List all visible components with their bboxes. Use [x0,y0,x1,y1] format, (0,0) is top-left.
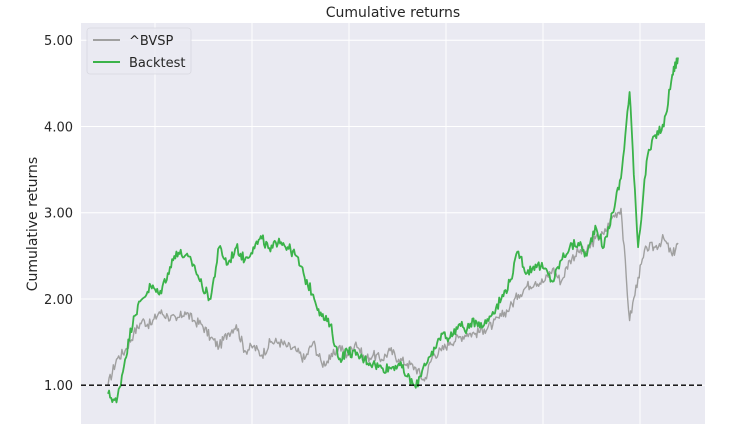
series-layer [107,57,679,404]
chart-title: Cumulative returns [326,5,460,21]
legend-label-backtest: Backtest [129,56,186,71]
plot-area [81,23,705,424]
series-line-backtest [107,57,679,404]
y-axis-label: Cumulative returns [25,157,41,291]
y-tick-label: 4.00 [44,120,73,135]
legend-label-bvsp: ^BVSP [129,34,174,49]
y-tick-label: 3.00 [44,207,73,222]
y-tick-label: 1.00 [44,379,73,394]
y-tick-label: 5.00 [44,34,73,49]
y-tick-labels: 1.00 2.00 3.00 4.00 5.00 [44,34,73,394]
y-tick-label: 2.00 [44,293,73,308]
series-line-bvsp [107,207,679,386]
legend: ^BVSP Backtest [86,27,192,75]
